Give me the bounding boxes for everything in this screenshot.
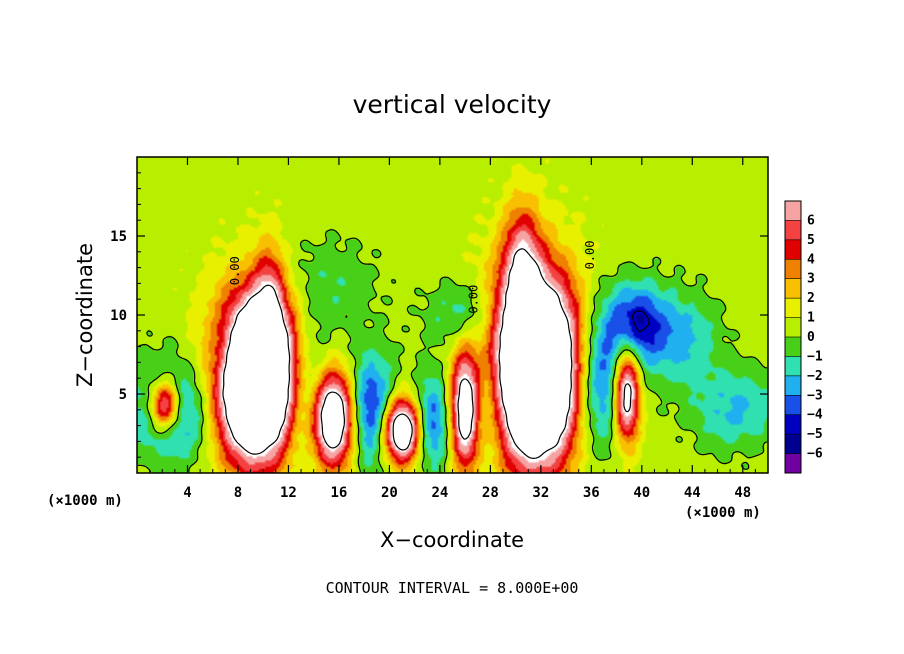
y-tick-label: 5 xyxy=(119,387,127,403)
y-axis-ticks: 5 10 15 xyxy=(110,172,768,458)
colorbar-swatch xyxy=(785,220,801,241)
colorbar-swatch xyxy=(785,453,801,474)
contour-label: 0.00 xyxy=(467,285,481,314)
colorbar-label: −6 xyxy=(807,447,823,462)
colorbar-swatch xyxy=(785,356,801,377)
x-axis-ticks: 4 8 12 16 20 24 28 32 36 40 44 48 xyxy=(149,157,756,501)
x-axis-label: X−coordinate xyxy=(380,528,524,552)
x-tick-label: 44 xyxy=(684,485,701,501)
colorbar-swatch xyxy=(785,317,801,338)
contour-plus-8 xyxy=(222,248,632,459)
colorbar-label: 3 xyxy=(807,272,815,287)
colorbar-label: 5 xyxy=(807,233,815,248)
colorbar-swatch xyxy=(785,278,801,299)
colorbar-label: 4 xyxy=(807,252,815,267)
colorbar-label: 0 xyxy=(807,330,815,345)
contour-negative xyxy=(632,310,650,333)
colorbar: 6 5 4 3 2 1 0 −1 −2 −3 −4 −5 −6 xyxy=(784,200,823,474)
colorbar-swatch xyxy=(785,259,801,280)
x-tick-label: 32 xyxy=(532,485,549,501)
chart-title: vertical velocity xyxy=(353,90,552,119)
colorbar-label: 2 xyxy=(807,291,815,306)
colorbar-label: 6 xyxy=(807,213,815,228)
x-unit-right: (×1000 m) xyxy=(685,505,761,521)
contour-labels: 0.00 0.00 0.00 xyxy=(228,241,597,314)
colorbar-swatch xyxy=(785,414,801,435)
colorbar-label: −1 xyxy=(807,349,823,364)
colorbar-swatch xyxy=(785,375,801,396)
contour-zero xyxy=(137,229,768,473)
colorbar-label: −4 xyxy=(807,408,823,423)
y-tick-label: 10 xyxy=(110,308,127,324)
x-tick-label: 16 xyxy=(330,485,347,501)
x-tick-label: 36 xyxy=(583,485,600,501)
contour-label: 0.00 xyxy=(583,241,597,270)
x-tick-label: 28 xyxy=(482,485,499,501)
colorbar-swatch xyxy=(785,298,801,319)
x-tick-label: 40 xyxy=(633,485,650,501)
colorbar-swatch xyxy=(785,395,801,416)
colorbar-swatch xyxy=(785,239,801,260)
colorbar-swatch xyxy=(785,434,801,455)
x-tick-label: 24 xyxy=(431,485,448,501)
colorbar-label: 1 xyxy=(807,311,815,326)
y-tick-label: 15 xyxy=(110,229,127,245)
colorbar-label: −5 xyxy=(807,427,823,442)
colorbar-swatch xyxy=(785,337,801,357)
x-tick-label: 4 xyxy=(183,485,191,501)
contour-interval-note: CONTOUR INTERVAL = 8.000E+00 xyxy=(326,579,579,597)
contour-label: 0.00 xyxy=(228,256,242,285)
x-tick-label: 8 xyxy=(234,485,242,501)
x-tick-label: 12 xyxy=(280,485,297,501)
contour-lines xyxy=(137,229,768,473)
plot-area: 0.00 0.00 0.00 xyxy=(136,156,769,474)
x-tick-label: 48 xyxy=(734,485,751,501)
y-axis-label: Z−coordinate xyxy=(73,243,97,387)
colorbar-label: −2 xyxy=(807,369,823,384)
x-unit-left: (×1000 m) xyxy=(47,493,123,509)
colorbar-swatch xyxy=(785,201,801,221)
x-tick-label: 20 xyxy=(381,485,398,501)
colorbar-label: −3 xyxy=(807,388,823,403)
velocity-heatmap xyxy=(137,157,768,473)
